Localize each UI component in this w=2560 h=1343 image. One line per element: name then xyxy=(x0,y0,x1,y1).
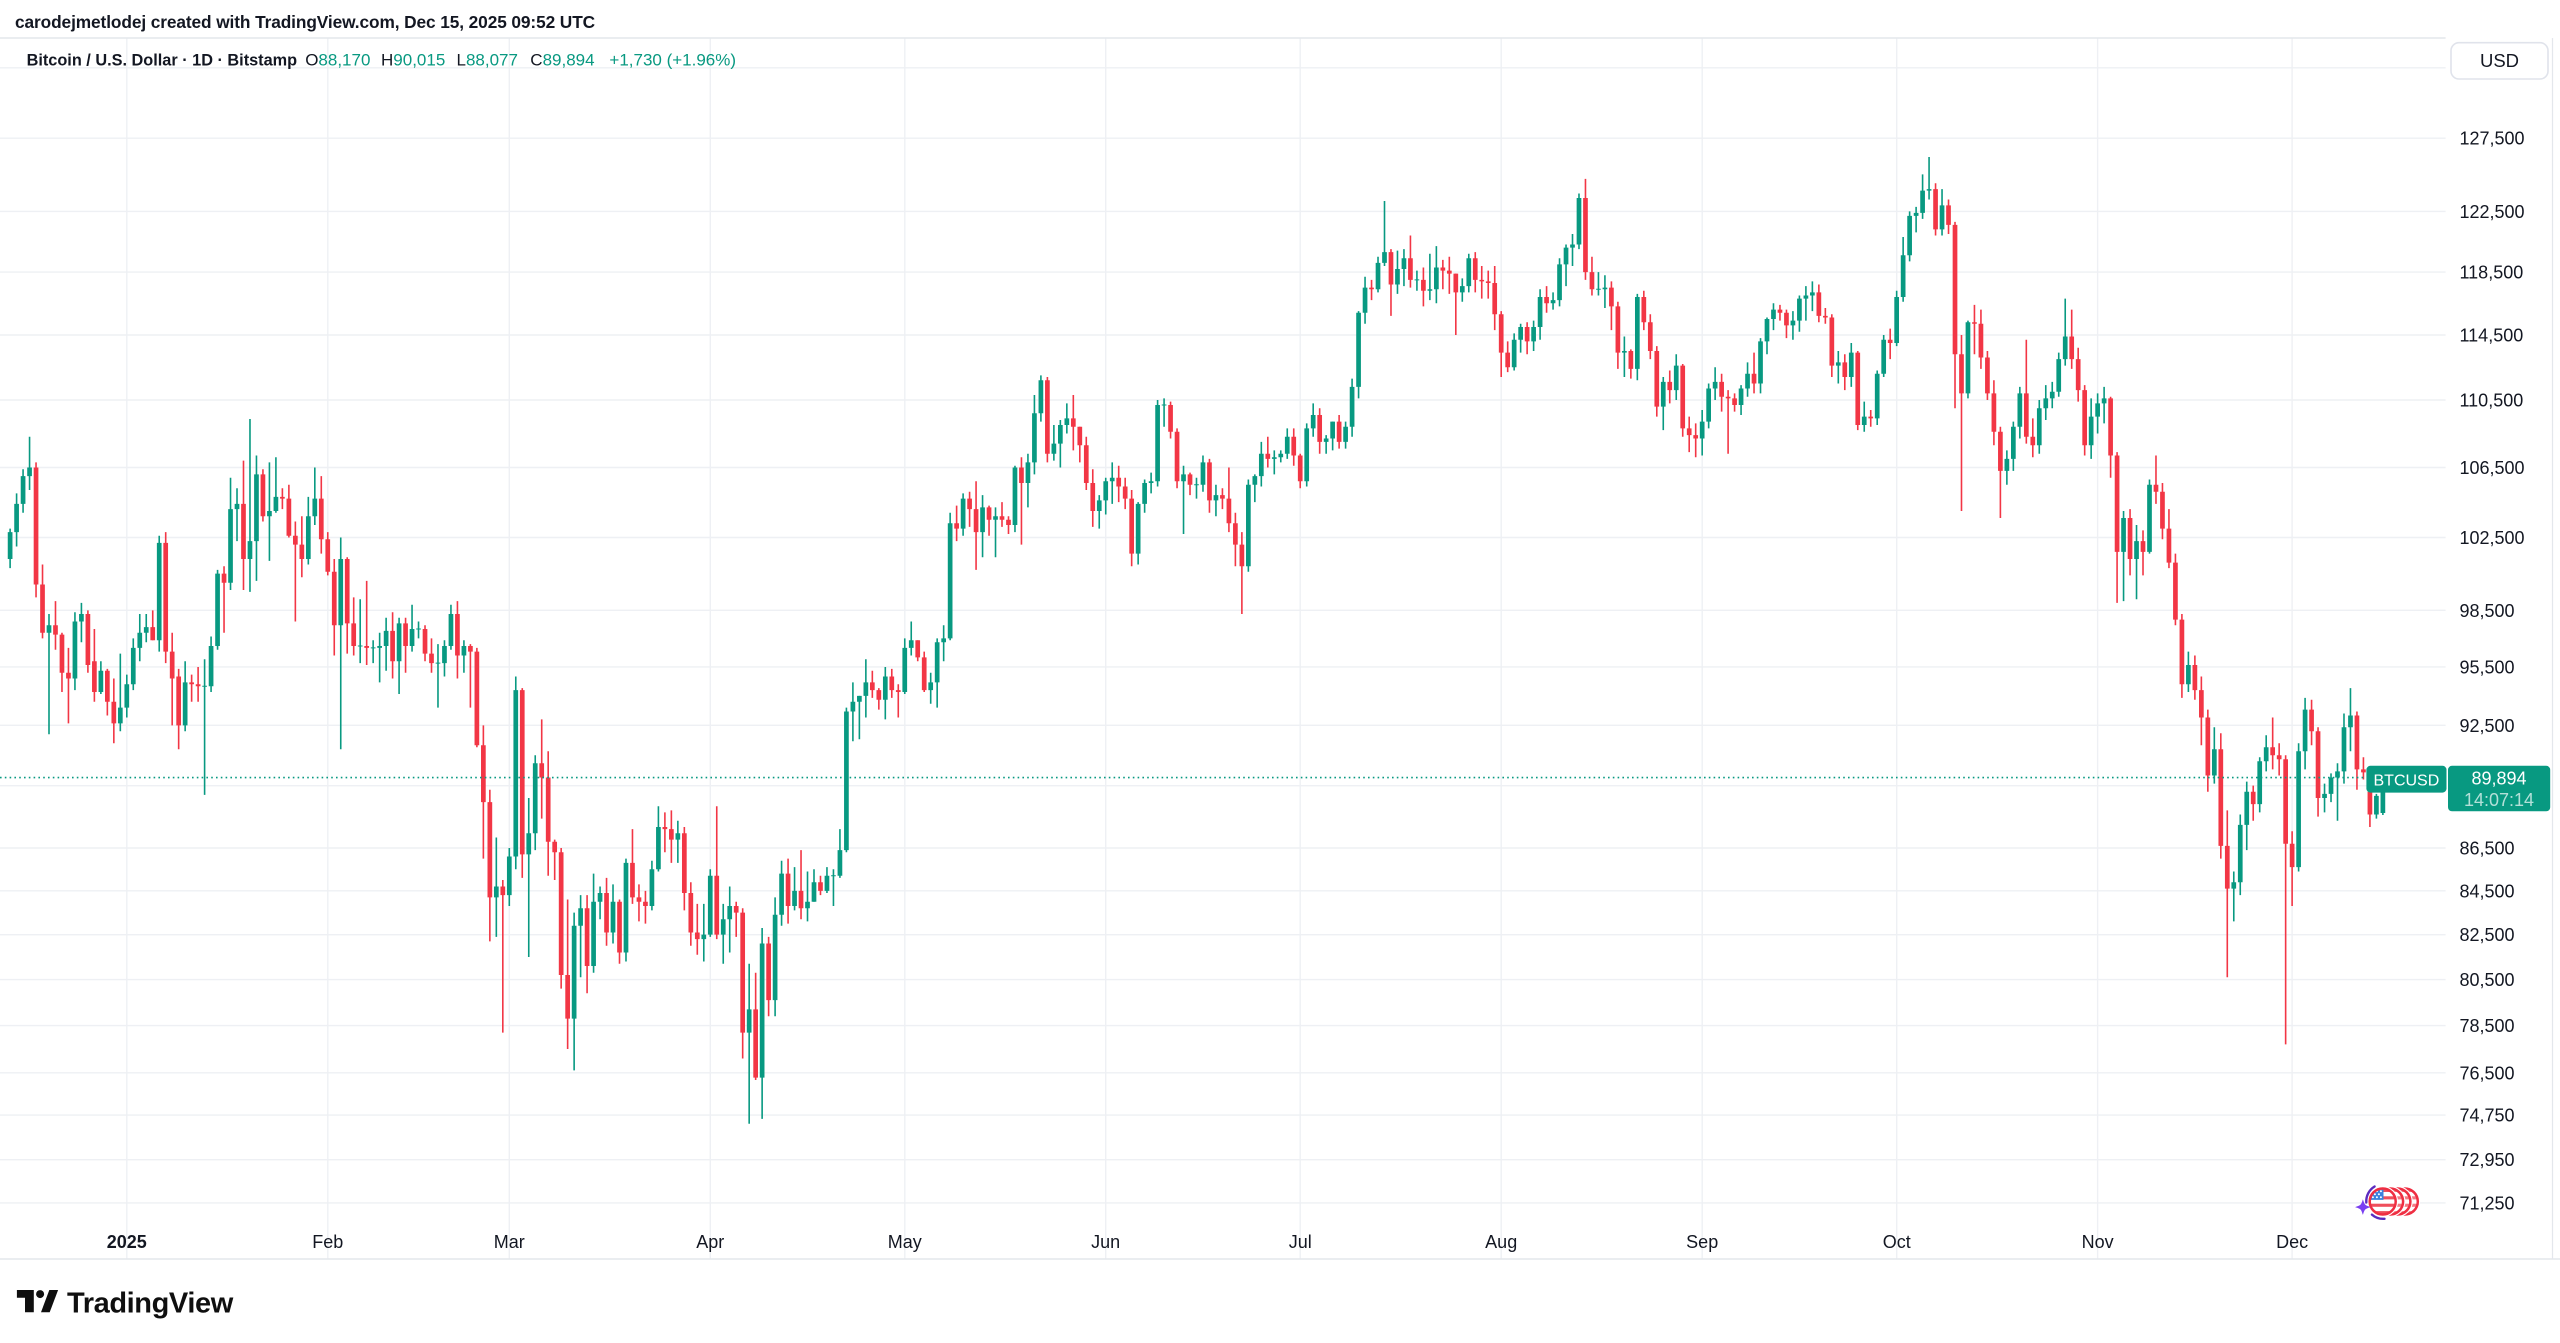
svg-text:USD: USD xyxy=(2480,50,2519,71)
svg-text:H90,015: H90,015 xyxy=(381,51,445,70)
svg-text:Jul: Jul xyxy=(1289,1232,1312,1252)
svg-text:110,500: 110,500 xyxy=(2460,391,2524,411)
svg-text:Sep: Sep xyxy=(1686,1232,1718,1252)
svg-text:May: May xyxy=(888,1232,922,1252)
svg-text:89,894: 89,894 xyxy=(2471,768,2526,788)
svg-text:+1,730 (+1.96%): +1,730 (+1.96%) xyxy=(609,51,736,70)
svg-text:Apr: Apr xyxy=(696,1232,724,1252)
svg-text:14:07:14: 14:07:14 xyxy=(2464,790,2534,810)
svg-text:98,500: 98,500 xyxy=(2460,601,2515,621)
svg-text:BTCUSD: BTCUSD xyxy=(2374,772,2440,789)
svg-text:C89,894: C89,894 xyxy=(530,51,594,70)
svg-text:106,500: 106,500 xyxy=(2460,458,2525,478)
svg-text:TradingView: TradingView xyxy=(67,1288,234,1320)
svg-text:71,250: 71,250 xyxy=(2460,1193,2515,1213)
svg-text:118,500: 118,500 xyxy=(2460,263,2524,283)
svg-text:76,500: 76,500 xyxy=(2460,1063,2515,1083)
svg-text:Aug: Aug xyxy=(1485,1232,1517,1252)
svg-text:122,500: 122,500 xyxy=(2460,202,2525,222)
svg-text:82,500: 82,500 xyxy=(2460,925,2515,945)
svg-text:Dec: Dec xyxy=(2276,1232,2308,1252)
svg-text:Oct: Oct xyxy=(1883,1232,1911,1252)
svg-text:114,500: 114,500 xyxy=(2460,326,2524,346)
svg-text:86,500: 86,500 xyxy=(2460,839,2515,859)
svg-text:O88,170: O88,170 xyxy=(305,51,370,70)
svg-text:Nov: Nov xyxy=(2082,1232,2114,1252)
svg-text:L88,077: L88,077 xyxy=(457,51,518,70)
svg-text:102,500: 102,500 xyxy=(2460,528,2525,548)
svg-text:carodejmetlodej created with T: carodejmetlodej created with TradingView… xyxy=(15,12,595,32)
svg-text:95,500: 95,500 xyxy=(2460,657,2515,677)
svg-text:Feb: Feb xyxy=(312,1232,343,1252)
svg-text:2025: 2025 xyxy=(107,1232,147,1252)
svg-text:78,500: 78,500 xyxy=(2460,1016,2515,1036)
svg-text:127,500: 127,500 xyxy=(2460,129,2525,149)
svg-text:Jun: Jun xyxy=(1091,1232,1120,1252)
svg-text:80,500: 80,500 xyxy=(2460,970,2515,990)
svg-text:72,950: 72,950 xyxy=(2460,1150,2515,1170)
svg-text:74,750: 74,750 xyxy=(2460,1106,2515,1126)
svg-text:Bitcoin / U.S. Dollar · 1D · B: Bitcoin / U.S. Dollar · 1D · Bitstamp xyxy=(27,52,298,70)
svg-text:92,500: 92,500 xyxy=(2460,716,2515,736)
svg-text:84,500: 84,500 xyxy=(2460,881,2515,901)
svg-text:Mar: Mar xyxy=(494,1232,525,1252)
